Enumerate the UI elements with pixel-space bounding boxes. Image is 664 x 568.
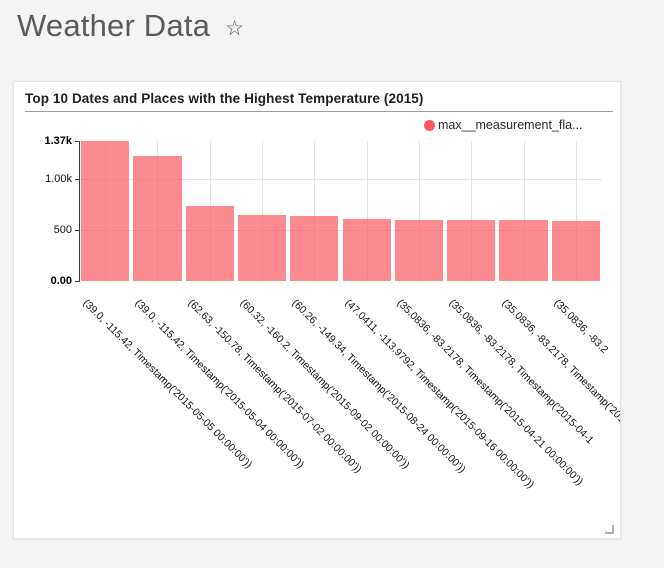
legend-color-dot — [424, 119, 435, 131]
page-title: Weather Data — [17, 8, 211, 43]
favorite-star-icon[interactable]: ☆ — [225, 17, 244, 40]
legend-item[interactable]: max__measurement_fla... — [424, 118, 583, 132]
chart-card: Top 10 Dates and Places with the Highest… — [13, 81, 621, 539]
bar-chart-plot-area: 1.37k 1.00k 500 0.00 (39.0, -115.42, Timesta… — [14, 82, 620, 538]
bar[interactable] — [133, 156, 182, 281]
x-axis-category-label: (35.0836, -83.2178, Timestamp('2015-04-2… — [394, 297, 586, 488]
resize-handle-icon[interactable] — [605, 525, 614, 534]
bar[interactable] — [290, 215, 339, 281]
bar[interactable] — [81, 141, 130, 281]
chart-title: Top 10 Dates and Places with the Highest… — [25, 91, 424, 106]
bar[interactable] — [394, 219, 444, 281]
legend-label: max__measurement_fla... — [438, 118, 583, 132]
y-axis-tick-label: 1.37k — [44, 135, 72, 147]
y-axis-tick-label: 1.00k — [45, 172, 72, 185]
gridline-vertical — [418, 141, 420, 281]
bar[interactable] — [551, 220, 600, 281]
x-axis-category-label: (62.63, -150.78, Timestamp('2015-07-02 0… — [185, 297, 364, 476]
bar[interactable] — [237, 214, 287, 281]
bar[interactable] — [499, 220, 548, 281]
gridline-vertical — [575, 141, 577, 281]
y-axis-tick — [75, 141, 79, 142]
gridline-vertical — [366, 141, 368, 281]
y-axis-tick — [75, 178, 79, 180]
gridline-vertical — [262, 141, 263, 281]
title-divider — [25, 111, 613, 112]
page-header: Weather Data ☆ — [17, 8, 244, 44]
x-axis-category-label: (35.0836, -83.2 — [551, 297, 611, 356]
y-axis-tick-label: 500 — [53, 223, 72, 236]
gridline-horizontal — [79, 178, 602, 180]
gridline-vertical — [523, 141, 525, 281]
gridline-vertical — [314, 141, 316, 281]
x-axis-category-label: (47.0411, -113.9792, Timestamp('2015-09-… — [342, 297, 536, 491]
bar[interactable] — [342, 219, 391, 281]
bar[interactable] — [447, 219, 496, 281]
y-axis-line — [79, 141, 80, 282]
x-axis-category-label: (60.26, -149.34, Timestamp('2015-08-24 0… — [289, 297, 469, 476]
y-axis-tick — [75, 229, 79, 231]
gridline-vertical — [471, 141, 473, 281]
gridline-horizontal — [79, 229, 602, 231]
bar[interactable] — [185, 205, 234, 281]
y-axis-tick — [75, 281, 79, 282]
y-axis-tick-label: 0.00 — [50, 275, 72, 287]
